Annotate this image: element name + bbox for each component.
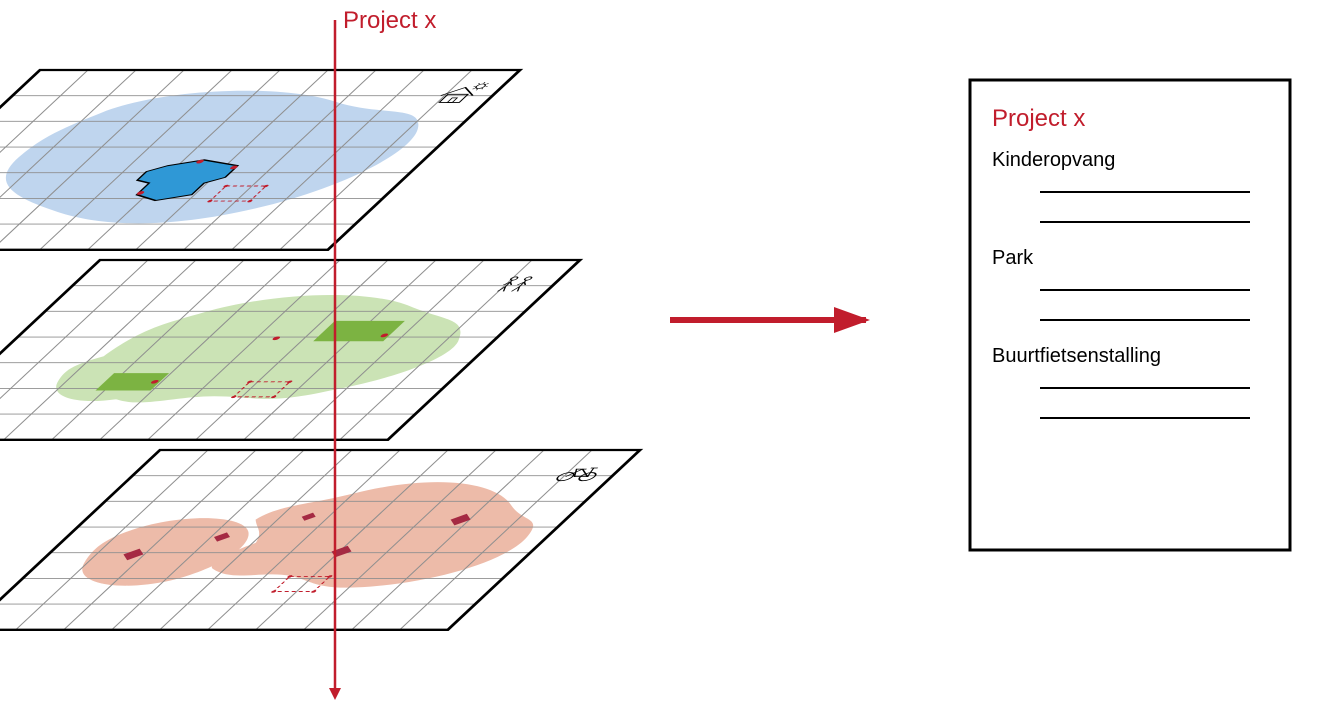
card-item-label: Buurtfietsenstalling: [992, 345, 1161, 367]
map-layer-buurtfiets: [0, 450, 640, 630]
card-item-label: Park: [992, 247, 1034, 269]
card-item-label: Kinderopvang: [992, 149, 1115, 171]
card-title: Project x: [992, 105, 1085, 132]
map-layer-kinderopvang: [0, 70, 520, 250]
result-card: Project x Kinderopvang Park Buurtfietsensta…: [970, 80, 1290, 550]
pin-label: Project x: [343, 7, 436, 34]
map-layer-park: [0, 260, 580, 440]
flow-arrow-head: [834, 307, 870, 333]
pin-arrowhead: [329, 688, 341, 700]
